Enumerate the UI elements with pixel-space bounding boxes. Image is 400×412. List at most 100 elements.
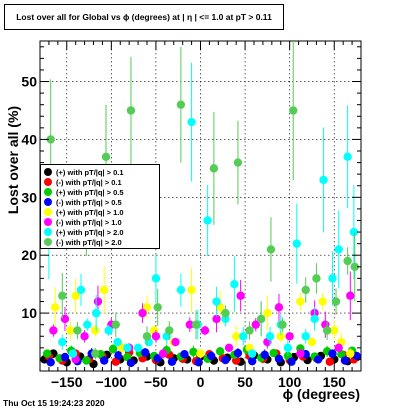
data-point — [239, 332, 248, 341]
data-point — [340, 356, 350, 365]
data-point — [330, 326, 339, 335]
data-point — [189, 347, 198, 357]
legend-label: (-) with pT/|q| > 1.0 — [56, 217, 122, 227]
data-point — [266, 245, 276, 254]
data-point — [260, 350, 269, 359]
y-axis-label-box: Lost over all (%) — [3, 100, 23, 220]
data-point — [331, 297, 341, 306]
data-point — [263, 308, 272, 318]
data-point — [287, 357, 296, 366]
data-point — [76, 285, 86, 295]
series-7 — [46, 41, 359, 360]
legend: (+) with pT/|q| > 0.1 (-) with pT/|q| > 0… — [40, 164, 160, 249]
data-point — [196, 349, 205, 358]
legend-label: (-) with pT/|q| > 2.0 — [56, 237, 122, 247]
legend-dot — [44, 228, 52, 236]
chart-title: Lost over all for Global vs ϕ (degrees) … — [4, 4, 284, 30]
data-point — [231, 332, 241, 341]
data-point — [230, 279, 239, 289]
data-point — [46, 135, 55, 144]
data-point — [269, 348, 278, 358]
x-tick-label: −50 — [144, 374, 168, 390]
data-point — [248, 356, 257, 366]
data-point — [176, 285, 186, 295]
legend-marker — [43, 167, 53, 177]
data-point — [296, 297, 305, 306]
data-point — [138, 308, 147, 318]
data-point — [328, 349, 337, 358]
data-point — [68, 349, 78, 358]
data-point — [50, 303, 60, 312]
x-tick-label: 0 — [197, 374, 205, 390]
legend-dot — [44, 198, 52, 206]
data-point — [207, 351, 216, 361]
data-point — [319, 175, 328, 185]
data-point — [233, 348, 243, 358]
data-point — [71, 291, 80, 300]
data-point — [171, 337, 180, 347]
data-point — [203, 216, 212, 225]
data-point — [312, 274, 321, 283]
legend-entry: (-) with pT/|q| > 1.0 — [43, 217, 159, 227]
data-point — [236, 291, 245, 300]
legend-label: (+) with pT/|q| > 1.0 — [56, 207, 124, 217]
series-4 — [50, 266, 355, 359]
y-tick-label: 20 — [21, 247, 37, 263]
data-point — [301, 285, 310, 295]
data-point — [325, 357, 334, 366]
y-axis-label: Lost over all (%) — [5, 105, 21, 215]
legend-marker — [43, 187, 53, 197]
data-point — [60, 314, 70, 324]
data-point — [42, 349, 52, 358]
data-point — [91, 349, 100, 358]
data-point — [343, 256, 352, 266]
x-axis-label: ϕ (degrees) — [282, 386, 360, 402]
axes: −150 −100 −50 0 50 100 150 10 20 30 40 50 — [21, 41, 361, 390]
data-point — [212, 314, 221, 324]
legend-label: (+) with pT/|q| > 2.0 — [56, 227, 124, 237]
data-point — [180, 350, 189, 359]
x-tick-label: −100 — [96, 374, 128, 390]
data-point — [307, 337, 317, 347]
data-point — [283, 343, 293, 353]
data-point — [278, 320, 287, 329]
data-point — [349, 227, 359, 237]
x-tick-label: 100 — [278, 374, 302, 390]
data-point — [334, 245, 343, 254]
data-point — [187, 285, 196, 295]
data-point — [114, 351, 123, 360]
data-point — [245, 326, 254, 335]
data-point — [337, 350, 346, 359]
data-point — [100, 285, 109, 295]
data-point — [276, 332, 285, 341]
data-point — [292, 239, 301, 248]
data-point — [296, 349, 305, 358]
data-point — [301, 332, 310, 341]
data-point — [108, 344, 118, 354]
legend-label: (-) with pT/|q| > 0.5 — [56, 197, 122, 207]
data-point — [256, 314, 266, 324]
data-point — [58, 291, 67, 300]
data-point — [151, 274, 161, 283]
data-point — [49, 326, 58, 335]
data-point — [167, 357, 177, 366]
y-tick-label: 50 — [21, 74, 37, 90]
data-point — [274, 303, 284, 312]
data-point — [60, 352, 70, 362]
data-point — [83, 320, 92, 329]
data-series — [40, 41, 361, 369]
data-point — [93, 297, 103, 306]
data-point — [251, 320, 260, 329]
timestamp: Thu Oct 15 19:24:23 2020 — [3, 398, 105, 408]
data-point — [91, 308, 101, 318]
data-point — [318, 297, 327, 306]
legend-dot — [44, 208, 52, 216]
data-point — [126, 106, 136, 115]
legend-marker — [43, 227, 53, 237]
legend-label: (+) with pT/|q| > 0.5 — [56, 187, 124, 197]
data-point — [224, 343, 234, 353]
y-tick-label: 10 — [21, 305, 37, 321]
data-point — [73, 326, 82, 335]
y-tick-label: 30 — [21, 189, 37, 205]
